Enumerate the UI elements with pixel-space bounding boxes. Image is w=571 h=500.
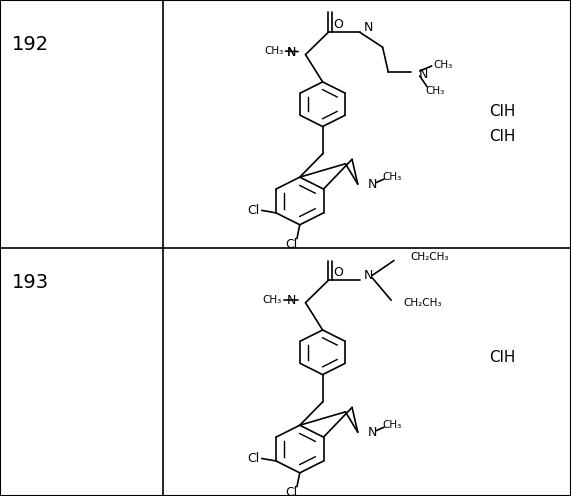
Text: CH₂CH₃: CH₂CH₃ — [410, 252, 448, 262]
Text: CH₃: CH₃ — [383, 420, 401, 430]
Text: N: N — [364, 21, 373, 34]
Text: CH₂CH₃: CH₂CH₃ — [404, 298, 442, 308]
Text: N: N — [287, 46, 296, 59]
Text: 192: 192 — [11, 34, 49, 54]
Text: 193: 193 — [11, 273, 49, 292]
Text: CH₃: CH₃ — [264, 46, 284, 56]
Text: N: N — [419, 68, 428, 81]
Text: ClH: ClH — [489, 350, 516, 365]
Text: O: O — [333, 266, 344, 280]
Text: N: N — [287, 294, 296, 306]
Text: CH₃: CH₃ — [263, 295, 282, 305]
Text: Cl: Cl — [247, 452, 259, 465]
Text: Cl: Cl — [247, 204, 259, 217]
Text: O: O — [333, 18, 344, 32]
Text: Cl: Cl — [285, 238, 297, 251]
Text: N: N — [367, 178, 377, 190]
Text: N: N — [364, 269, 373, 282]
Text: Cl: Cl — [285, 486, 297, 499]
Text: N: N — [287, 46, 296, 59]
Text: ClH
ClH: ClH ClH — [489, 104, 516, 144]
Text: CH₃: CH₃ — [383, 172, 401, 181]
Text: CH₃: CH₃ — [433, 60, 452, 70]
Text: N: N — [367, 426, 377, 438]
Text: CH₃: CH₃ — [425, 86, 445, 96]
